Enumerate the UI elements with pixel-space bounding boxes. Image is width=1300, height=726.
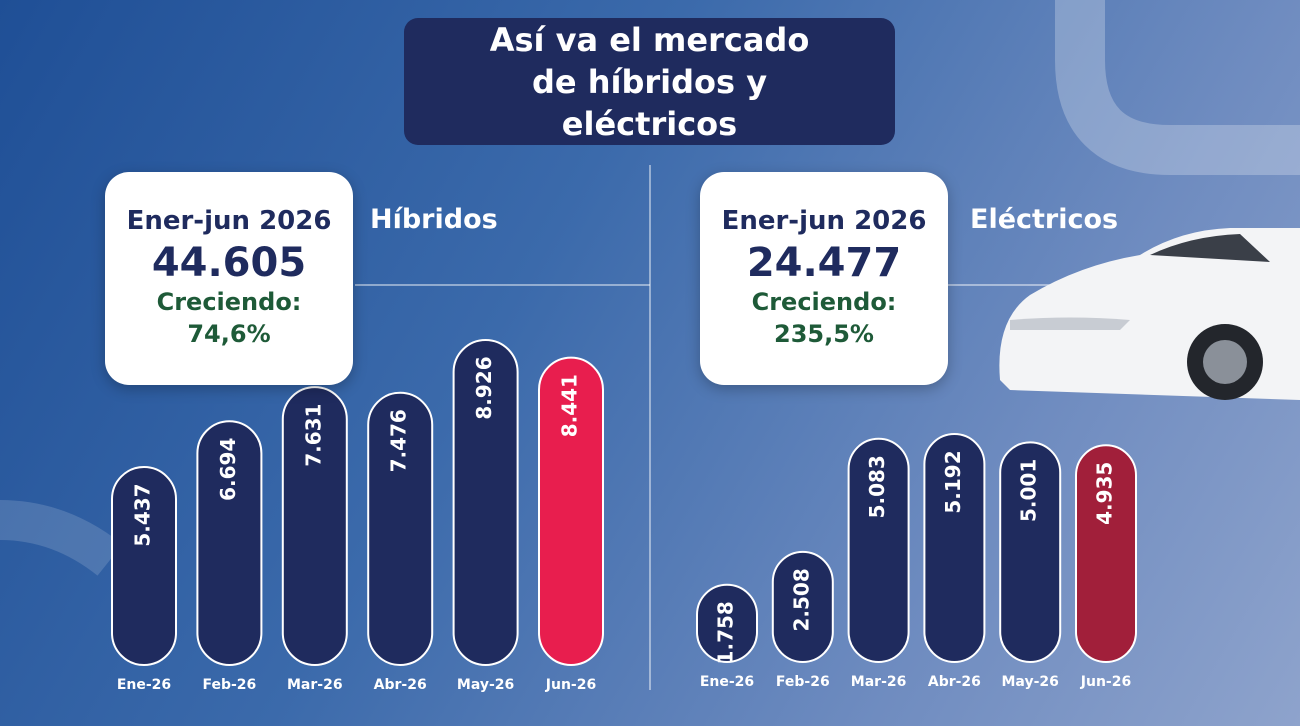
x-tick-label: Feb-26 [776,674,830,690]
value-label: 6.694 [216,438,240,501]
bar [696,583,758,663]
bar [923,433,986,663]
total: 24.477 [746,240,902,286]
x-tick-label: May-26 [457,677,514,693]
x-tick-label: May-26 [1002,674,1059,690]
value-label: 5.437 [131,483,155,546]
bar [538,356,604,666]
bar [999,441,1062,663]
x-tick-label: Mar-26 [851,674,907,690]
growth-label: Creciendo: [156,288,302,316]
section-title: Híbridos [370,204,498,235]
bar [1075,444,1137,663]
value-label: 2.508 [789,568,813,631]
bar [847,437,910,663]
x-tick-label: Jun-26 [545,677,596,693]
x-tick-label: Ene-26 [700,674,754,690]
bar [281,386,348,666]
period: Ener-jun 2026 [721,206,927,236]
bar [771,550,834,663]
summary-box: Ener-jun 2026 24.477 Creciendo: 235,5% [700,172,948,385]
bar [111,466,177,666]
total: 44.605 [151,240,307,286]
decoration [0,500,123,576]
value-label: 8.926 [472,356,496,419]
section-title: Eléctricos [970,204,1119,235]
x-tick-label: Abr-26 [928,674,981,690]
summary-box: Ener-jun 2026 44.605 Creciendo: 74,6% [105,172,353,385]
x-tick-label: Jun-26 [1080,674,1131,690]
value-label: 7.631 [301,404,325,467]
x-tick-label: Feb-26 [202,677,256,693]
x-tick-label: Ene-26 [117,677,171,693]
growth: 235,5% [774,320,874,348]
value-label: 5.192 [941,450,965,513]
growth: 74,6% [187,320,271,348]
value-label: 5.083 [865,455,889,518]
period: Ener-jun 2026 [126,206,332,236]
growth-label: Creciendo: [751,288,897,316]
value-label: 8.441 [558,374,582,437]
value-label: 1.758 [714,601,738,664]
value-label: 5.001 [1017,459,1041,522]
decoration [1055,0,1300,175]
bar [367,391,434,666]
bar [452,339,519,666]
x-tick-label: Abr-26 [374,677,427,693]
car [999,228,1300,400]
title: Así va el mercado de híbridos y eléctric… [404,18,895,145]
value-label: 7.476 [387,409,411,472]
value-label: 4.935 [1093,462,1117,525]
bar [196,420,263,667]
x-tick-label: Mar-26 [287,677,343,693]
